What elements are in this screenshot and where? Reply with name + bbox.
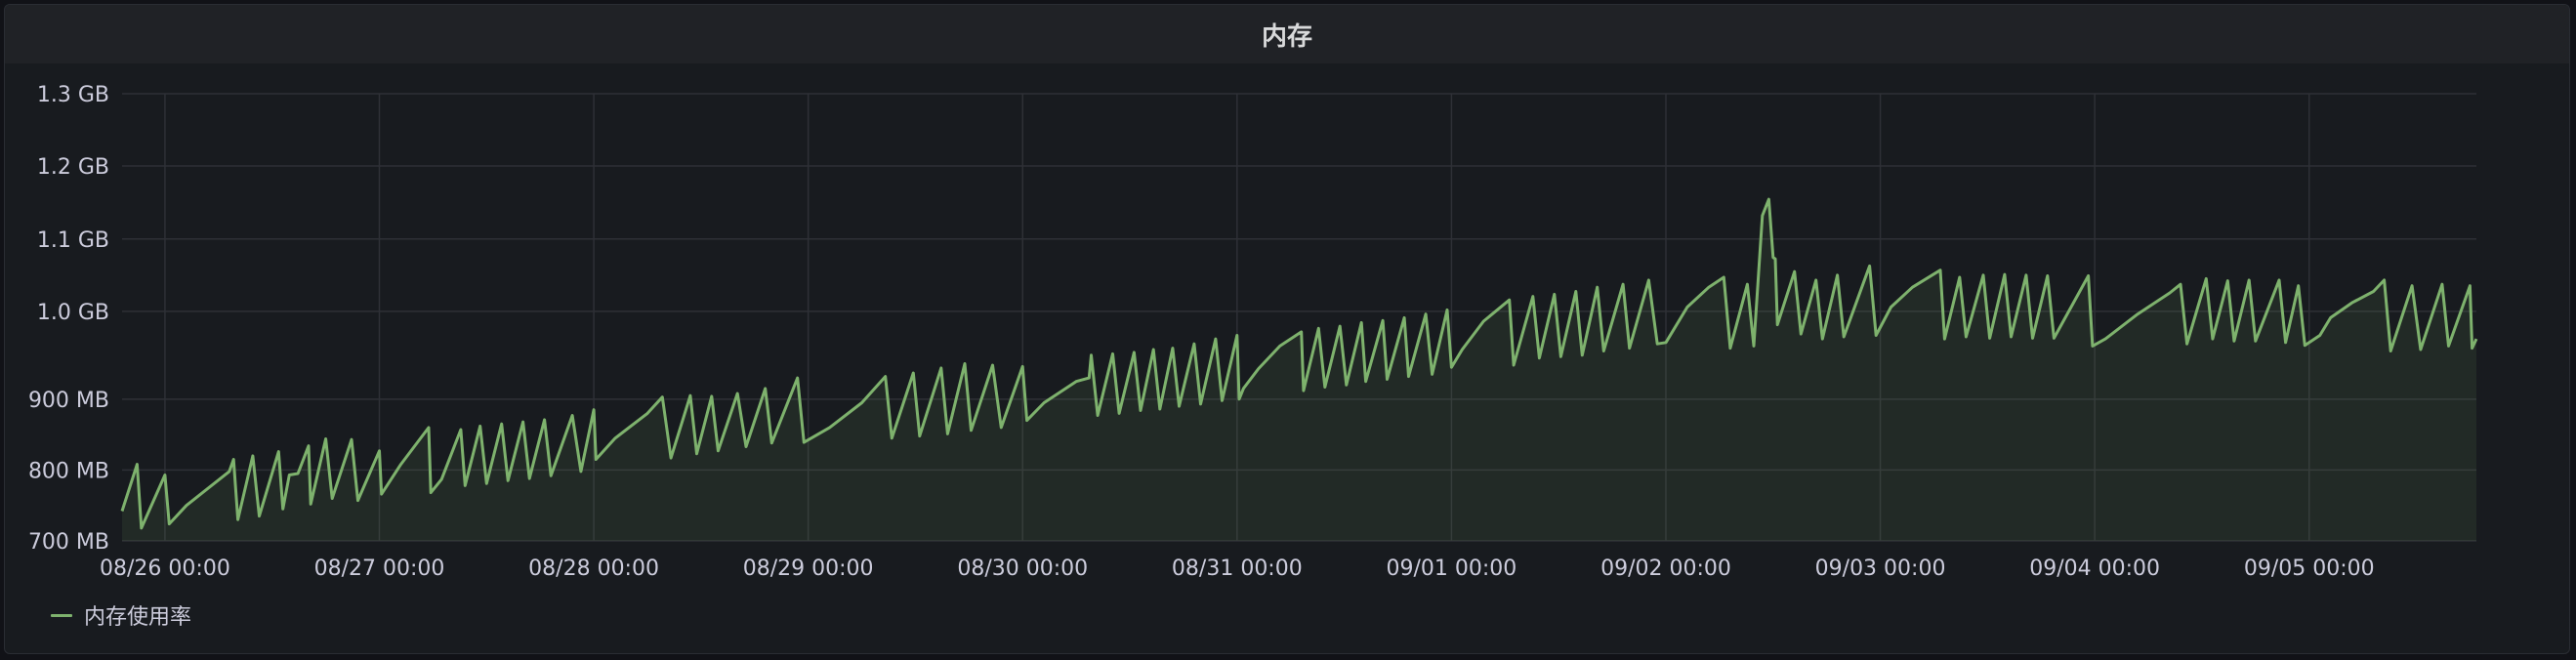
y-tick-label: 900 MB bbox=[28, 389, 109, 413]
y-tick-label: 700 MB bbox=[28, 530, 109, 555]
x-tick-label: 08/27 00:00 bbox=[314, 557, 445, 581]
x-tick-label: 09/05 00:00 bbox=[2244, 557, 2375, 581]
series-area bbox=[122, 199, 2476, 541]
x-tick-label: 08/31 00:00 bbox=[1172, 557, 1303, 581]
x-tick-label: 08/29 00:00 bbox=[743, 557, 874, 581]
x-tick-label: 08/28 00:00 bbox=[528, 557, 659, 581]
chart-series bbox=[120, 197, 2478, 541]
legend-swatch bbox=[51, 613, 72, 617]
x-axis-ticks: 08/26 00:00 08/27 00:00 08/28 00:00 08/29 0… bbox=[100, 557, 2375, 581]
legend-label: 内存使用率 bbox=[84, 605, 192, 630]
x-tick-label: 09/04 00:00 bbox=[2029, 557, 2160, 581]
chart-legend[interactable]: 内存使用率 bbox=[51, 599, 191, 631]
y-tick-label: 1.0 GB bbox=[37, 301, 109, 325]
y-tick-label: 1.1 GB bbox=[37, 228, 109, 253]
memory-panel: 内存 bbox=[4, 4, 2570, 654]
panel-header[interactable]: 内存 bbox=[5, 5, 2569, 63]
x-tick-label: 09/01 00:00 bbox=[1387, 557, 1517, 581]
x-tick-label: 09/02 00:00 bbox=[1600, 557, 1731, 581]
y-axis-ticks: 700 MB 800 MB 900 MB 1.0 GB 1.1 GB 1.2 GB 1.3 … bbox=[28, 83, 109, 555]
series-line[interactable] bbox=[120, 197, 2478, 530]
panel-title: 内存 bbox=[1261, 21, 1312, 52]
y-tick-label: 800 MB bbox=[28, 459, 109, 483]
x-tick-label: 09/03 00:00 bbox=[1815, 557, 1946, 581]
y-tick-label: 1.2 GB bbox=[37, 155, 109, 180]
x-tick-label: 08/30 00:00 bbox=[957, 557, 1088, 581]
y-tick-label: 1.3 GB bbox=[37, 83, 109, 107]
chart-grid bbox=[122, 93, 2476, 542]
x-tick-label: 08/26 00:00 bbox=[100, 557, 230, 581]
